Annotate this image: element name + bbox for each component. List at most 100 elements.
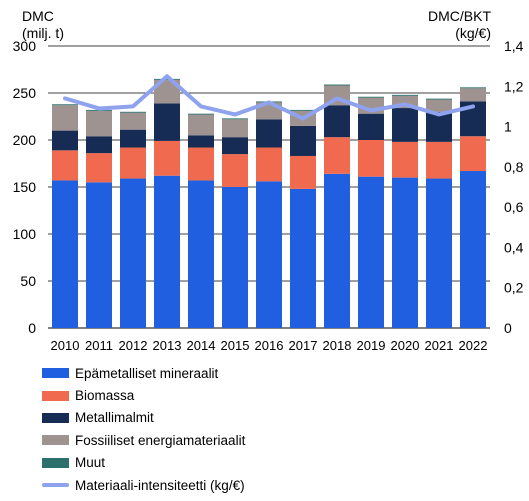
bar-segment bbox=[120, 111, 146, 113]
legend-label: Epämetalliset mineraalit bbox=[75, 365, 219, 381]
x-tick-label: 2017 bbox=[289, 338, 318, 353]
bar-segment bbox=[460, 136, 486, 172]
left-tick-label: 250 bbox=[13, 85, 37, 101]
left-axis-title: DMC (milj. t) bbox=[22, 8, 64, 42]
bar-segment bbox=[188, 113, 214, 115]
x-tick-label: 2019 bbox=[357, 338, 386, 353]
x-tick-label: 2020 bbox=[391, 338, 420, 353]
x-tick-label: 2016 bbox=[255, 338, 284, 353]
bar-segment bbox=[120, 129, 146, 148]
bar-segment bbox=[358, 176, 384, 328]
right-tick-label: 0,2 bbox=[504, 280, 524, 296]
left-tick-label: 50 bbox=[20, 273, 36, 289]
bar-layer bbox=[52, 78, 486, 328]
bar-segment bbox=[86, 110, 112, 137]
x-tick-label: 2012 bbox=[119, 338, 148, 353]
bar-segment bbox=[222, 187, 248, 328]
bar-segment bbox=[324, 84, 350, 86]
bar-segment bbox=[426, 99, 452, 112]
legend-swatch bbox=[42, 457, 69, 468]
intensity-line bbox=[63, 74, 475, 121]
right-axis-title-line2: (kg/€) bbox=[455, 25, 491, 41]
bar-segment bbox=[426, 141, 452, 179]
right-tick-label: 0 bbox=[504, 320, 512, 336]
left-tick-label: 100 bbox=[13, 226, 37, 242]
bar-segment bbox=[392, 108, 418, 142]
bar-segment bbox=[460, 87, 486, 89]
x-tick-label: 2021 bbox=[425, 338, 454, 353]
x-tick-label: 2022 bbox=[459, 338, 488, 353]
right-tick-label: 0,8 bbox=[504, 159, 524, 175]
bar-segment bbox=[324, 137, 350, 174]
legend-label: Biomassa bbox=[75, 388, 135, 404]
bar-segment bbox=[290, 125, 316, 156]
bar-segment bbox=[52, 105, 78, 131]
legend-item-metallimalmit: Metallimalmit bbox=[42, 407, 245, 429]
bar-segment bbox=[426, 111, 452, 142]
bar-segment bbox=[324, 105, 350, 138]
bar-segment bbox=[52, 104, 78, 106]
bar-segment bbox=[358, 140, 384, 177]
legend-label: Materiaali-intensiteetti (kg/€) bbox=[75, 477, 245, 493]
bar-segment bbox=[426, 178, 452, 328]
bar-segment bbox=[426, 98, 452, 100]
bar-segment bbox=[290, 188, 316, 328]
label-layer: 0 50 100 150 200 250 300 0 0,2 0,4 0,6 0,8 1 1,2 1,4 20… bbox=[13, 38, 524, 353]
bar-segment bbox=[358, 113, 384, 140]
bar-segment bbox=[256, 147, 282, 182]
bar-segment bbox=[222, 154, 248, 187]
legend-item-muut: Muut bbox=[42, 452, 245, 474]
bar-segment bbox=[86, 153, 112, 183]
bar-segment bbox=[120, 112, 146, 130]
bar-segment bbox=[154, 79, 180, 104]
legend-item-epametalliset-mineraalit: Epämetalliset mineraalit bbox=[42, 362, 245, 384]
legend: Epämetalliset mineraalit Biomassa Metall… bbox=[42, 362, 245, 496]
bar-segment bbox=[222, 118, 248, 120]
chart-plot: 0 50 100 150 200 250 300 0 0,2 0,4 0,6 0,8 1 1,2 1,4 20… bbox=[13, 38, 524, 353]
bar-segment bbox=[120, 147, 146, 179]
bar-segment bbox=[86, 182, 112, 328]
bar-segment bbox=[52, 180, 78, 328]
legend-item-materiaali-intensiteetti: Materiaali-intensiteetti (kg/€) bbox=[42, 474, 245, 496]
legend-swatch bbox=[42, 412, 69, 423]
bar-segment bbox=[256, 119, 282, 148]
legend-item-biomassa: Biomassa bbox=[42, 384, 245, 406]
right-tick-label: 0,4 bbox=[504, 239, 524, 255]
bar-segment bbox=[392, 141, 418, 178]
bar-segment bbox=[358, 96, 384, 98]
legend-label: Muut bbox=[75, 455, 106, 471]
legend-label: Fossiiliset energiamateriaalit bbox=[75, 432, 246, 448]
bar-segment bbox=[392, 94, 418, 96]
bar-segment bbox=[324, 173, 350, 328]
bar-segment bbox=[154, 103, 180, 141]
bar-segment bbox=[290, 109, 316, 111]
x-tick-label: 2010 bbox=[51, 338, 80, 353]
left-axis-title-line2: (milj. t) bbox=[22, 25, 64, 41]
bar-segment bbox=[86, 136, 112, 154]
right-tick-label: 0,6 bbox=[504, 199, 524, 215]
bar-segment bbox=[188, 135, 214, 148]
bar-segment bbox=[222, 137, 248, 155]
legend-swatch bbox=[42, 368, 69, 379]
legend-line-swatch bbox=[42, 483, 69, 488]
right-tick-label: 1,4 bbox=[504, 38, 524, 54]
legend-item-fossiiliset: Fossiiliset energiamateriaalit bbox=[42, 429, 245, 451]
right-tick-label: 1 bbox=[504, 119, 512, 135]
x-tick-label: 2011 bbox=[85, 338, 113, 353]
x-tick-label: 2013 bbox=[153, 338, 182, 353]
right-axis-title: DMC/BKT (kg/€) bbox=[428, 8, 491, 42]
left-tick-label: 200 bbox=[13, 132, 37, 148]
left-tick-label: 300 bbox=[13, 38, 37, 54]
bar-segment bbox=[290, 155, 316, 189]
bar-segment bbox=[154, 175, 180, 328]
bar-segment bbox=[222, 119, 248, 138]
legend-swatch bbox=[42, 390, 69, 401]
bar-segment bbox=[460, 88, 486, 102]
x-tick-label: 2015 bbox=[221, 338, 250, 353]
legend-label: Metallimalmit bbox=[75, 410, 154, 426]
line-layer bbox=[63, 74, 475, 121]
bar-segment bbox=[154, 140, 180, 176]
bar-segment bbox=[154, 78, 180, 80]
bar-segment bbox=[52, 150, 78, 181]
x-tick-label: 2014 bbox=[187, 338, 216, 353]
